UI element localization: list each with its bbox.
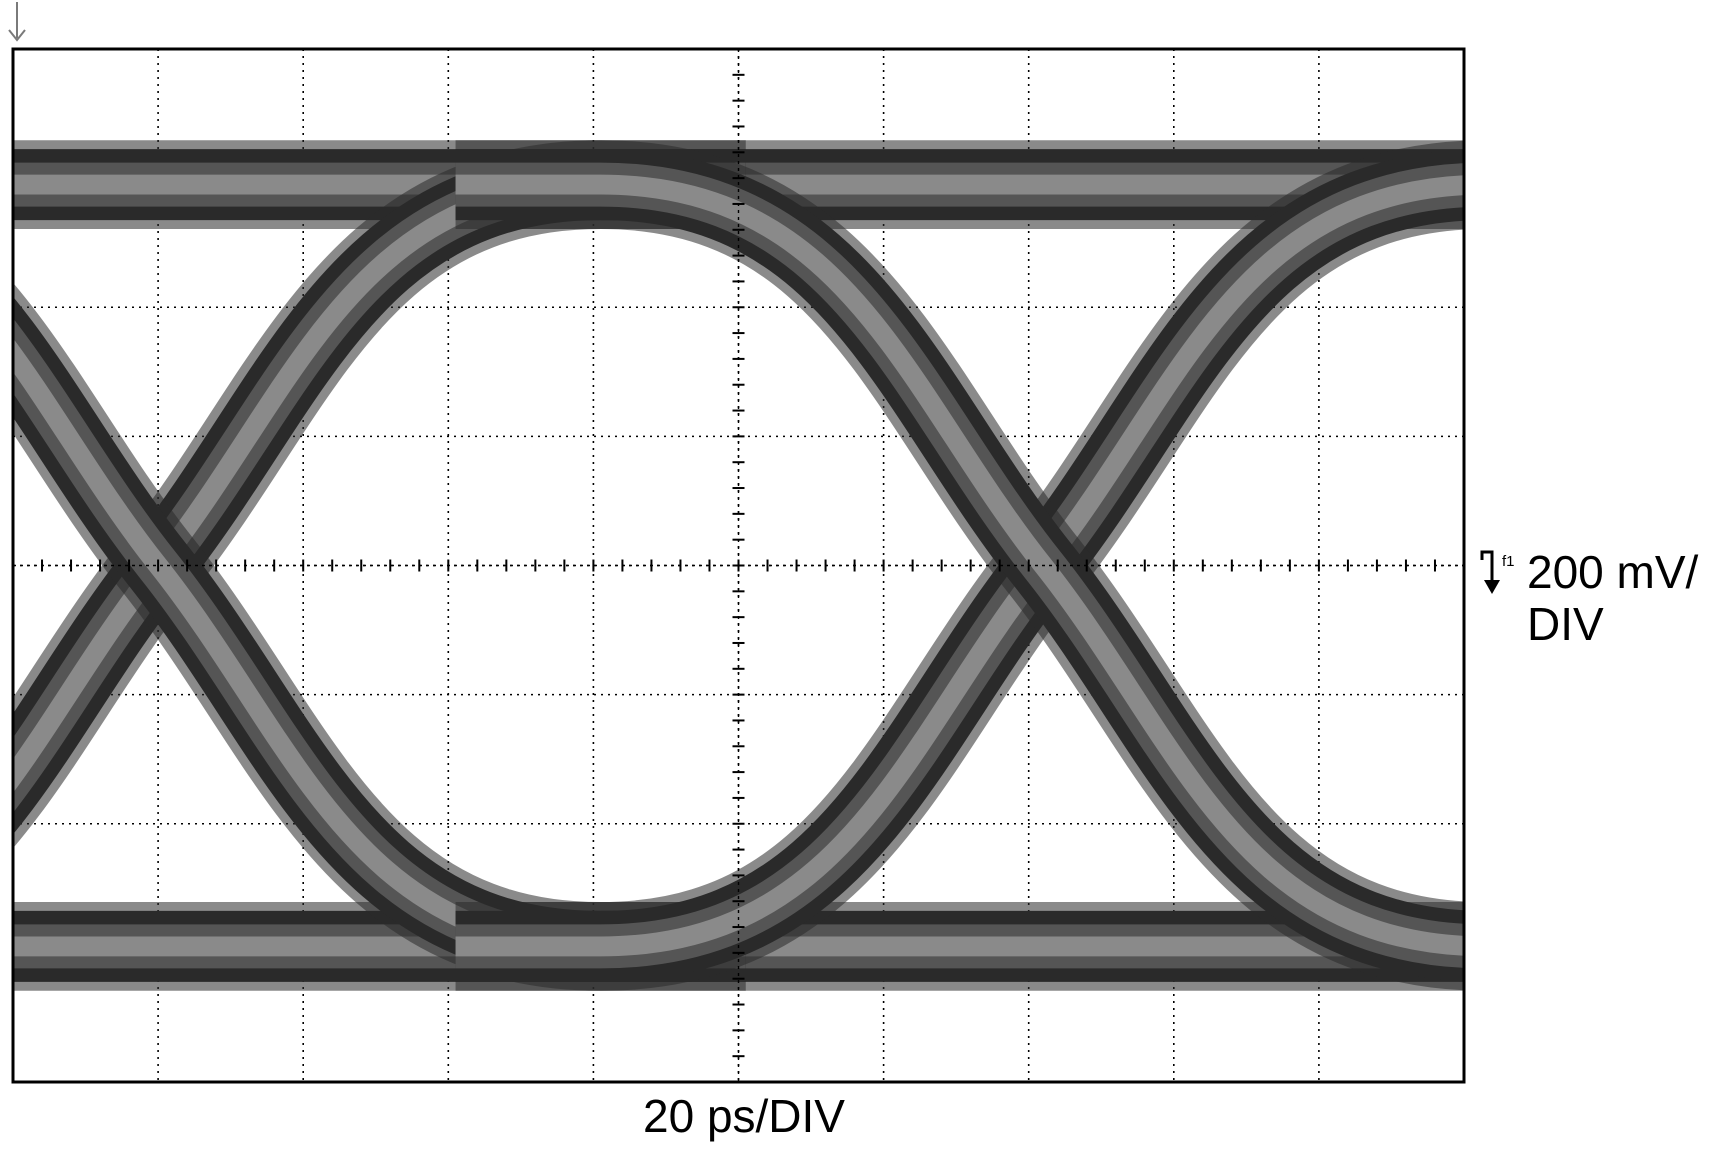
channel-ground-marker-icon: f1 [1480, 550, 1515, 594]
center-axes [13, 49, 1464, 1082]
y-axis-label-line-2: DIV [1527, 597, 1604, 650]
plot-frame [11, 47, 1466, 1084]
x-axis-label: 20 ps/DIV [643, 1090, 845, 1142]
y-axis-label-line-1: 200 mV/ [1527, 546, 1699, 598]
channel-marker-label: f1 [1502, 553, 1515, 570]
trigger-arrow-icon [8, 2, 26, 42]
y-axis-label: 200 mV/ DIV [1527, 546, 1699, 650]
